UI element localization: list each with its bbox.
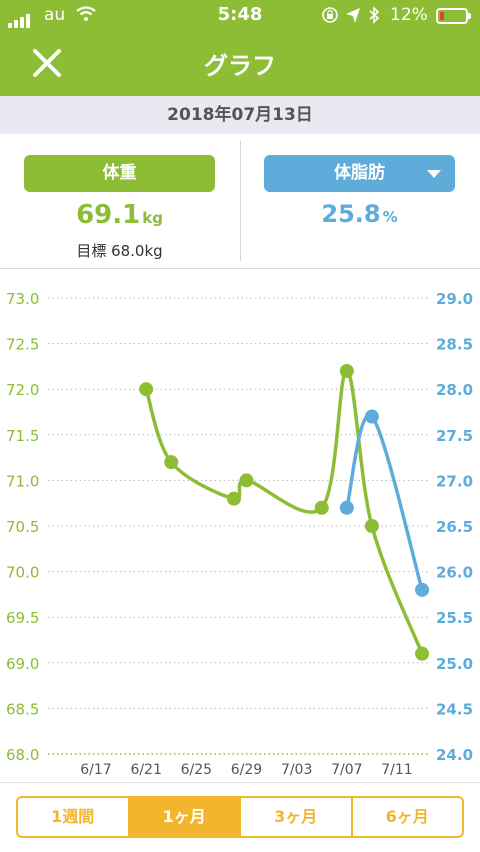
left-axis-tick: 69.0: [6, 655, 39, 673]
left-axis-tick: 72.5: [6, 336, 39, 354]
page-title: グラフ: [204, 52, 276, 80]
right-axis-tick: 28.0: [436, 381, 473, 399]
left-axis-tick: 68.5: [6, 700, 39, 718]
tab-6-months[interactable]: 6ヶ月: [352, 798, 462, 836]
weight-value: 69.1 kg: [24, 200, 215, 230]
right-axis-tick: 29.0: [436, 290, 473, 308]
weight-data-point: [239, 473, 254, 488]
body-fat-data-point: [364, 409, 379, 424]
right-axis-tick: 24.5: [436, 700, 473, 718]
x-axis-tick: 7/11: [381, 762, 412, 778]
weight-data-point: [415, 646, 430, 661]
wifi-icon: [76, 6, 96, 21]
status-time: 5:48: [217, 4, 263, 25]
left-axis-tick: 68.0: [6, 746, 39, 764]
weight-data-point: [139, 382, 154, 397]
weight-data-point: [339, 363, 354, 378]
left-axis-tick: 72.0: [6, 381, 39, 399]
left-axis-tick: 69.5: [6, 609, 39, 627]
right-axis-tick: 25.0: [436, 655, 473, 673]
signal-icon: [8, 8, 32, 28]
header-bar: au 5:48 12% グラフ: [0, 0, 480, 96]
weight-data-point: [226, 491, 241, 506]
weight-unit: kg: [142, 209, 163, 227]
weight-number: 69.1: [76, 200, 141, 230]
location-icon: [346, 8, 360, 23]
x-axis-tick: 7/07: [331, 762, 362, 778]
body-fat-value: 25.8%: [264, 200, 455, 228]
status-icons: [322, 6, 380, 24]
weight-goal: 目標 68.0kg: [76, 242, 163, 260]
weight-data-point: [314, 500, 329, 515]
battery-icon: [436, 8, 471, 24]
weight-data-point: [364, 519, 379, 533]
tab-3-months[interactable]: 3ヶ月: [241, 798, 353, 836]
left-axis-tick: 73.0: [6, 290, 39, 308]
battery-percent: 12%: [390, 5, 428, 25]
x-axis-tick: 7/03: [281, 762, 312, 778]
chevron-down-icon: [427, 170, 441, 178]
right-axis-tick: 27.0: [436, 472, 473, 490]
right-axis-tick: 25.5: [436, 609, 473, 627]
body-fat-data-point: [339, 500, 354, 515]
weight-button-label: 体重: [102, 163, 137, 183]
left-axis-tick: 71.5: [6, 427, 39, 445]
trend-chart: 73.0 29.0 72.5 28.5 72.0 28.0 71.5 27.5 71.0 27.0…: [6, 290, 473, 778]
rotation-lock-icon: [322, 7, 338, 23]
left-axis-tick: 70.0: [6, 564, 39, 582]
bluetooth-icon: [369, 6, 380, 24]
body-fat-unit: %: [382, 208, 398, 226]
right-axis-tick: 28.5: [436, 336, 473, 354]
right-axis-tick: 27.5: [436, 427, 473, 445]
chart-separator: [0, 268, 480, 269]
divider: [240, 141, 241, 261]
x-axis-tick: 6/29: [231, 762, 262, 778]
range-tabs: 1週間 1ヶ月 3ヶ月 6ヶ月: [16, 796, 464, 838]
body-fat-dropdown[interactable]: 体脂肪: [264, 155, 455, 192]
right-axis-tick: 26.5: [436, 518, 473, 536]
body-fat-button-label: 体脂肪: [334, 163, 385, 183]
close-icon[interactable]: [28, 44, 66, 82]
right-axis-tick: 26.0: [436, 564, 473, 582]
body-fat-data-point: [415, 582, 430, 597]
left-axis-tick: 70.5: [6, 518, 39, 536]
date-label: 2018年07月13日: [0, 96, 480, 134]
carrier-label: au: [44, 5, 66, 25]
body-fat-number: 25.8: [321, 200, 381, 228]
status-bar: au 5:48 12%: [0, 0, 480, 32]
x-axis-tick: 6/21: [130, 762, 161, 778]
chart-bottom-divider: [0, 782, 480, 783]
x-axis-tick: 6/17: [80, 762, 111, 778]
right-axis-tick: 24.0: [436, 746, 473, 764]
x-axis-tick: 6/25: [181, 762, 212, 778]
weight-series-line: [144, 369, 424, 656]
tab-1-month[interactable]: 1ヶ月: [129, 798, 241, 836]
left-axis-tick: 71.0: [6, 472, 39, 490]
tab-1-week[interactable]: 1週間: [18, 798, 130, 836]
weight-data-point: [164, 455, 179, 470]
weight-button[interactable]: 体重: [24, 155, 215, 192]
